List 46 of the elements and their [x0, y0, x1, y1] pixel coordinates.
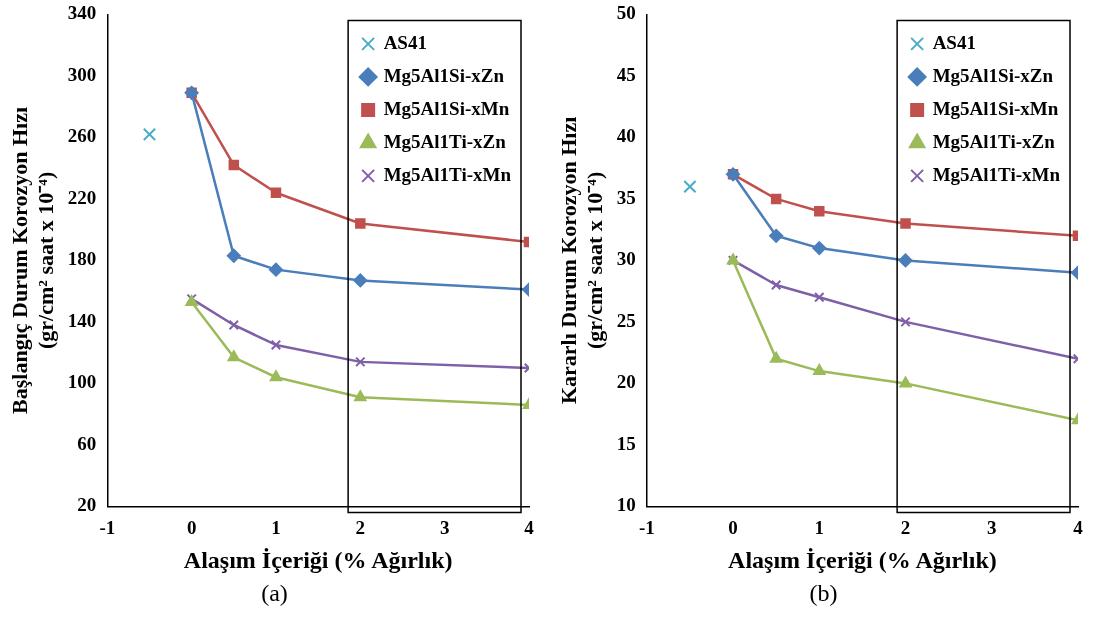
x-tick-label: 3	[439, 516, 450, 538]
y-axis-title: Başlangıç Durum Korozyon Hızı (gr/cm² saat x 10⁻⁴)	[6, 106, 59, 414]
x-tick-label: 4	[524, 516, 535, 538]
legend-label: Mg5Al1Si-xZn	[383, 64, 505, 86]
y-tick-label: 300	[67, 63, 97, 85]
x-tick-label: 0	[186, 516, 197, 538]
y-tick-label: 220	[67, 186, 97, 208]
y-tick-label: 340	[67, 2, 97, 24]
y-tick-label: 35	[616, 186, 636, 208]
y-tick-label: 20	[77, 494, 97, 516]
y-tick-label: 100	[67, 371, 97, 393]
x-tick-label: 0	[728, 516, 738, 538]
legend-label: Mg5Al1Si-xMn	[383, 97, 510, 119]
y-tick-label: 45	[616, 63, 636, 85]
y-tick-label: 140	[67, 309, 97, 331]
y-tick-label: 20	[616, 371, 636, 393]
x-tick-label: 3	[987, 516, 997, 538]
y-tick-label: 60	[77, 432, 97, 454]
x-axis-title: Alaşım İçeriği (% Ağırlık)	[728, 546, 997, 573]
y-tick-label: 30	[616, 248, 636, 270]
x-tick-label: 1	[271, 516, 281, 538]
x-tick-label: 4	[1073, 516, 1084, 538]
x-tick-label: 2	[900, 516, 911, 538]
legend-label: Mg5Al1Si-xZn	[932, 64, 1054, 86]
y-tick-label: 260	[67, 125, 97, 147]
y-tick-label: 15	[616, 432, 636, 454]
y-tick-label: 10	[616, 494, 636, 516]
y-tick-label: 180	[67, 248, 97, 270]
text: (b)	[808, 580, 839, 607]
legend-label: Mg5Al1Si-xMn	[932, 97, 1059, 119]
legend-label: Mg5Al1Ti-xZn	[383, 130, 507, 152]
legend-label: Mg5Al1Ti-xMn	[932, 163, 1061, 185]
y-tick-label: 25	[616, 309, 636, 331]
x-axis-title: Alaşım İçeriği (% Ağırlık)	[183, 546, 453, 573]
legend-label: Mg5Al1Ti-xMn	[383, 163, 512, 185]
y-tick-label: 40	[616, 125, 636, 147]
y-tick-label: 50	[616, 2, 636, 24]
x-tick-label: -1	[99, 516, 116, 538]
legend-label: AS41	[932, 31, 976, 53]
y-axis-title: Kararlı Durum Korozyon Hızı (gr/cm² saat x 10⁻⁴)	[555, 116, 608, 405]
legend-label: AS41	[383, 31, 427, 53]
text: (a)	[260, 580, 289, 607]
x-tick-label: 2	[355, 516, 366, 538]
x-tick-label: 1	[814, 516, 825, 538]
x-tick-label: -1	[638, 516, 655, 538]
legend-label: Mg5Al1Ti-xZn	[932, 130, 1056, 152]
